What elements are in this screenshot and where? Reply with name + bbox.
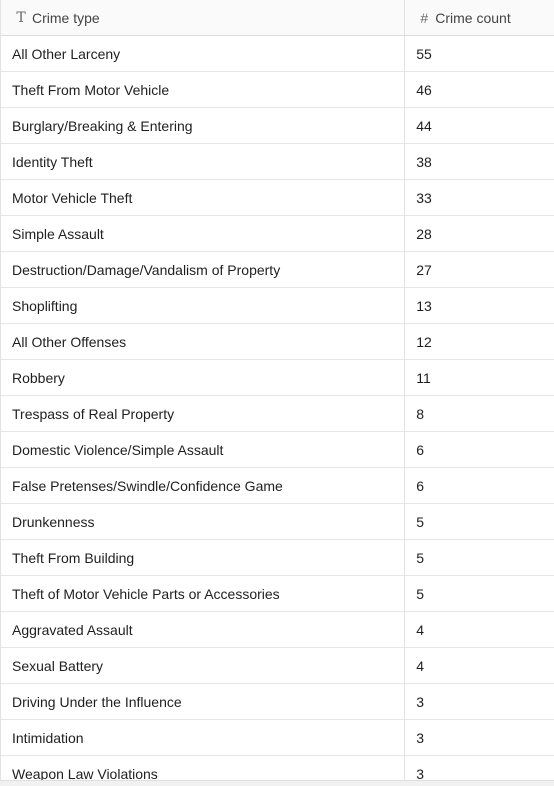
crime-type-cell[interactable]: Theft of Motor Vehicle Parts or Accessor… xyxy=(1,576,406,611)
crime-count-cell[interactable]: 12 xyxy=(416,333,432,350)
crime-type-cell[interactable]: Identity Theft xyxy=(1,144,406,179)
table-row[interactable]: Simple Assault 28 xyxy=(1,216,554,252)
crime-count-cell[interactable]: 5 xyxy=(416,549,425,566)
table-row[interactable]: Trespass of Real Property 8 xyxy=(1,396,554,432)
horizontal-scrollbar[interactable] xyxy=(0,780,554,786)
crime-count-cell[interactable]: 13 xyxy=(416,297,432,314)
crime-count-cell[interactable]: 3 xyxy=(416,693,425,710)
table-row[interactable]: Aggravated Assault 4 xyxy=(1,612,554,648)
crime-type-cell[interactable]: Simple Assault xyxy=(1,216,406,251)
crime-count-cell[interactable]: 38 xyxy=(416,153,432,170)
crime-type-cell[interactable]: Driving Under the Influence xyxy=(1,684,406,719)
table-row[interactable]: Theft From Motor Vehicle 46 xyxy=(1,72,554,108)
text-type-icon: T xyxy=(16,9,26,26)
crime-count-cell[interactable]: 5 xyxy=(416,513,425,530)
crime-count-cell[interactable]: 33 xyxy=(416,189,432,206)
crime-type-cell[interactable]: Motor Vehicle Theft xyxy=(1,180,406,215)
crime-count-cell[interactable]: 4 xyxy=(416,657,425,674)
crime-type-cell[interactable]: Theft From Building xyxy=(1,540,406,575)
table-row[interactable]: Theft of Motor Vehicle Parts or Accessor… xyxy=(1,576,554,612)
crime-type-cell[interactable]: Shoplifting xyxy=(1,288,406,323)
column-header-crime-count[interactable]: # Crime count xyxy=(405,0,554,35)
crime-type-cell[interactable]: Theft From Motor Vehicle xyxy=(1,72,406,107)
number-type-icon: # xyxy=(420,9,429,26)
crime-count-cell[interactable]: 6 xyxy=(416,477,425,494)
table-row[interactable]: Robbery 11 xyxy=(1,360,554,396)
crime-count-cell[interactable]: 8 xyxy=(416,405,425,422)
crime-count-cell[interactable]: 28 xyxy=(416,225,432,242)
table-row[interactable]: Intimidation 3 xyxy=(1,720,554,756)
crime-type-cell[interactable]: False Pretenses/Swindle/Confidence Game xyxy=(1,468,406,503)
table-row[interactable]: Driving Under the Influence 3 xyxy=(1,684,554,720)
crime-type-cell[interactable]: Robbery xyxy=(1,360,406,395)
table-row[interactable]: Weapon Law Violations 3 xyxy=(1,756,554,780)
crime-type-cell[interactable]: Intimidation xyxy=(1,720,406,755)
crime-type-cell[interactable]: All Other Offenses xyxy=(1,324,406,359)
table-row[interactable]: All Other Offenses 12 xyxy=(1,324,554,360)
crime-count-cell[interactable]: 3 xyxy=(416,729,425,746)
table-row[interactable]: Burglary/Breaking & Entering 44 xyxy=(1,108,554,144)
table-body: All Other Larceny 55 Theft From Motor Vehi… xyxy=(1,36,554,780)
crime-type-cell[interactable]: Trespass of Real Property xyxy=(1,396,406,431)
crime-type-cell[interactable]: Burglary/Breaking & Entering xyxy=(1,108,406,143)
column-header-crime-type[interactable]: T Crime type xyxy=(1,0,406,35)
table-header: T Crime type # Crime count xyxy=(1,0,554,36)
crime-type-cell[interactable]: All Other Larceny xyxy=(1,36,406,71)
crime-count-cell[interactable]: 5 xyxy=(416,585,425,602)
table-row[interactable]: Drunkenness 5 xyxy=(1,504,554,540)
table-row[interactable]: Destruction/Damage/Vandalism of Property… xyxy=(1,252,554,288)
crime-count-cell[interactable]: 46 xyxy=(416,81,432,98)
crime-type-cell[interactable]: Sexual Battery xyxy=(1,648,406,683)
crime-count-cell[interactable]: 6 xyxy=(416,441,425,458)
table-row[interactable]: Identity Theft 38 xyxy=(1,144,554,180)
crime-count-cell[interactable]: 27 xyxy=(416,261,432,278)
crime-type-cell[interactable]: Drunkenness xyxy=(1,504,406,539)
table-row[interactable]: Domestic Violence/Simple Assault 6 xyxy=(1,432,554,468)
crime-type-cell[interactable]: Aggravated Assault xyxy=(1,612,406,647)
table-row[interactable]: Sexual Battery 4 xyxy=(1,648,554,684)
column-header-label: Crime count xyxy=(435,9,511,26)
crime-type-cell[interactable]: Destruction/Damage/Vandalism of Property xyxy=(1,252,406,287)
crime-count-cell[interactable]: 11 xyxy=(416,369,431,386)
table-row[interactable]: Theft From Building 5 xyxy=(1,540,554,576)
table-row[interactable]: All Other Larceny 55 xyxy=(1,36,554,72)
crime-count-cell[interactable]: 55 xyxy=(416,45,432,62)
crime-type-cell[interactable]: Domestic Violence/Simple Assault xyxy=(1,432,406,467)
crime-count-cell[interactable]: 3 xyxy=(416,765,425,781)
crime-type-cell[interactable]: Weapon Law Violations xyxy=(1,756,406,780)
table-row[interactable]: Motor Vehicle Theft 33 xyxy=(1,180,554,216)
crime-count-cell[interactable]: 4 xyxy=(416,621,425,638)
table-row[interactable]: False Pretenses/Swindle/Confidence Game 6 xyxy=(1,468,554,504)
crime-count-cell[interactable]: 44 xyxy=(416,117,432,134)
column-header-label: Crime type xyxy=(32,9,100,26)
table-row[interactable]: Shoplifting 13 xyxy=(1,288,554,324)
